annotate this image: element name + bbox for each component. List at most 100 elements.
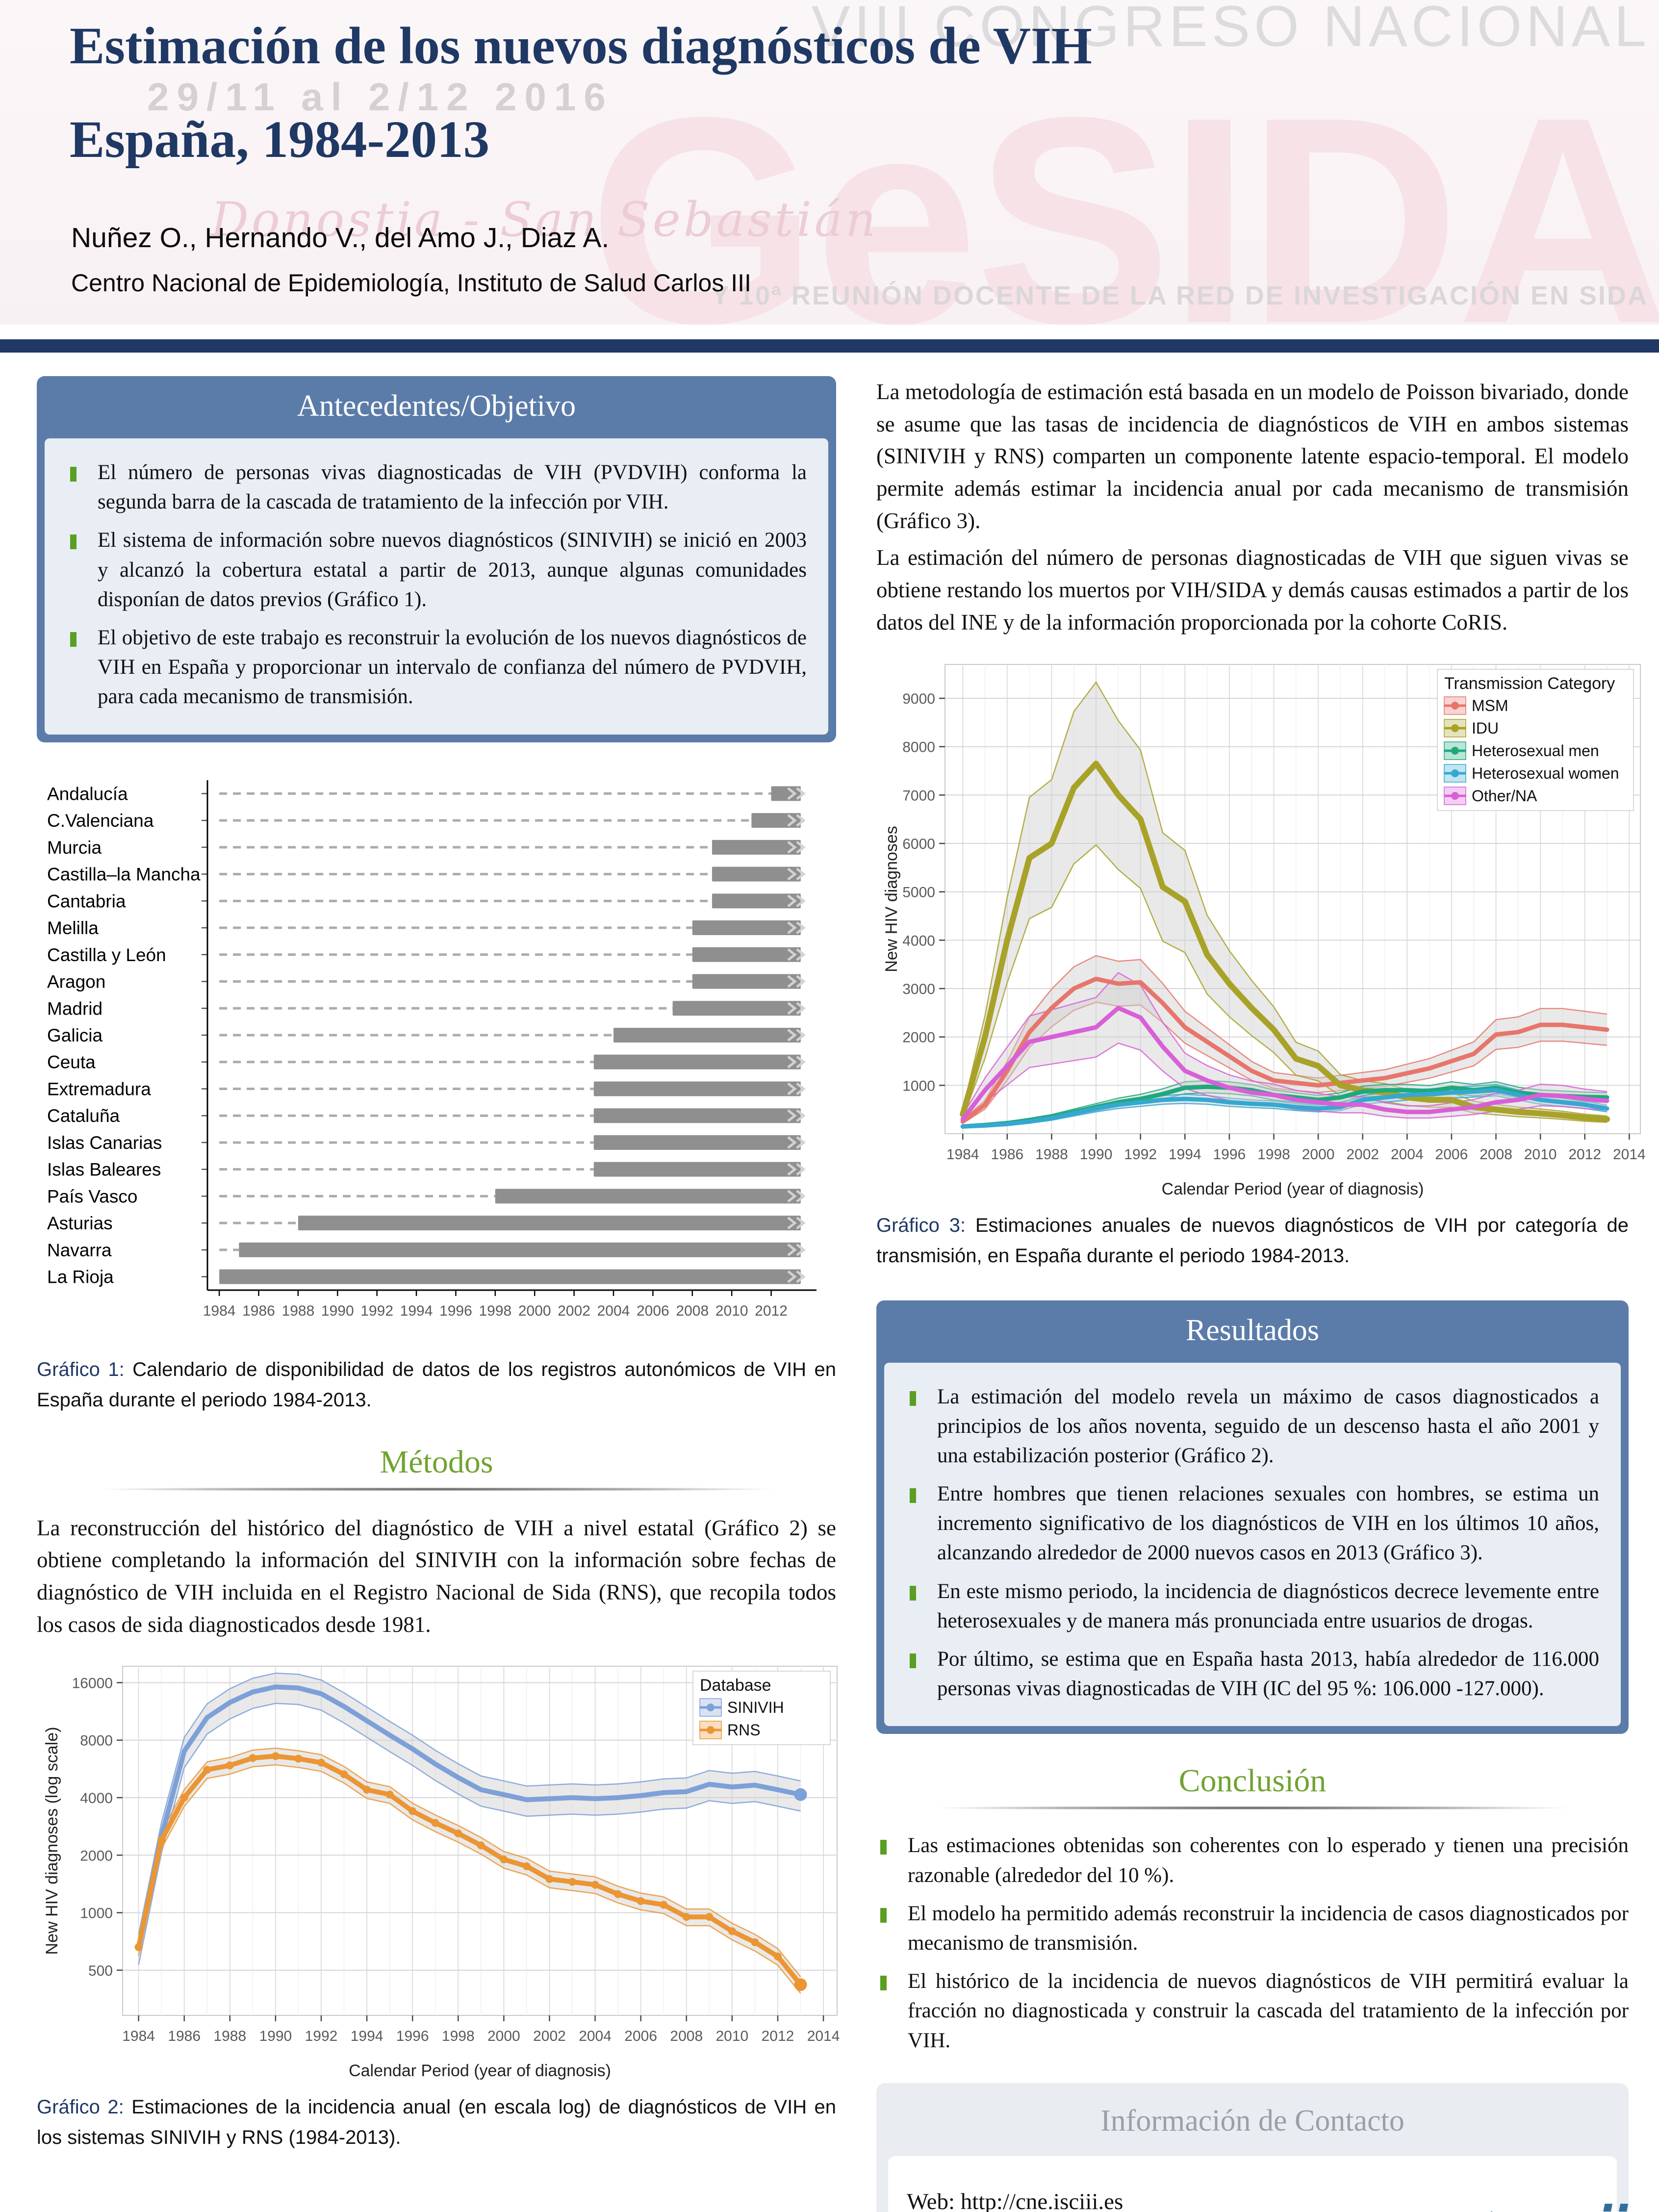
svg-text:1988: 1988	[1035, 1146, 1068, 1163]
grafico2-caption-label: Gráfico 2:	[37, 2096, 124, 2118]
svg-text:2008: 2008	[670, 2028, 703, 2044]
grafico3-line-chart: 1984 1986 1988 1990 1992 1994 1996 1998 2000 2002…	[882, 663, 1646, 1198]
svg-text:Database: Database	[700, 1676, 771, 1695]
grafico2-line-chart: 1984 1986 1988 1990 1992 1994 1996 1998 2000 2002…	[43, 1666, 840, 2080]
svg-text:1992: 1992	[360, 1303, 393, 1319]
affiliation: Centro Nacional de Epidemiología, Instit…	[71, 269, 751, 297]
svg-text:Islas Canarias: Islas Canarias	[47, 1132, 162, 1152]
poster-body: Antecedentes/Objetivo El número de perso…	[0, 353, 1659, 2212]
svg-text:1990: 1990	[321, 1303, 354, 1319]
contact-web: Web: http://cne.isciii.es	[907, 2188, 1123, 2212]
svg-text:Transmission Category: Transmission Category	[1444, 674, 1615, 693]
svg-text:2006: 2006	[637, 1303, 669, 1319]
svg-text:Melilla: Melilla	[47, 918, 99, 938]
svg-text:7000: 7000	[902, 788, 935, 804]
metodologia-paragraph-1: La metodología de estimación está basada…	[876, 380, 1629, 533]
svg-text:4000: 4000	[80, 1790, 113, 1806]
isciii-logo: isc Instituto de Salud Carlos III	[1514, 2192, 1631, 2212]
svg-text:Asturias: Asturias	[47, 1213, 113, 1233]
contact-box: Información de Contacto Web: http://cne.…	[876, 2083, 1629, 2212]
resultados-bullets: La estimación del modelo revela un máxim…	[906, 1382, 1599, 1704]
svg-text:New HIV diagnoses: New HIV diagnoses	[882, 826, 901, 972]
title-line-2: España, 1984-2013	[70, 111, 490, 169]
authors: Nuñez O., Hernando V., del Amo J., Diaz …	[71, 222, 610, 254]
grafico3-caption-text: Estimaciones anuales de nuevos diagnósti…	[876, 1214, 1629, 1267]
svg-text:Madrid: Madrid	[47, 998, 102, 1018]
svg-text:1992: 1992	[305, 2028, 338, 2044]
svg-text:New HIV diagnoses (log scale): New HIV diagnoses (log scale)	[43, 1727, 61, 1955]
svg-text:1992: 1992	[1124, 1146, 1157, 1163]
svg-text:2014: 2014	[1613, 1146, 1646, 1163]
grafico1-availability-chart: Andalucía C.Valenciana Murcia Castilla–la M…	[47, 780, 817, 1319]
svg-text:2008: 2008	[1480, 1146, 1512, 1163]
bullet-item: El objetivo de este trabajo es reconstru…	[66, 623, 807, 712]
svg-text:1986: 1986	[242, 1303, 275, 1319]
svg-text:Andalucía: Andalucía	[47, 784, 128, 804]
svg-text:2000: 2000	[80, 1848, 113, 1864]
svg-text:Galicia: Galicia	[47, 1025, 103, 1045]
svg-text:2012: 2012	[755, 1303, 788, 1319]
gesida-watermark-logo: GeSIDA	[588, 56, 1659, 325]
svg-text:5000: 5000	[902, 884, 935, 900]
svg-text:Other/NA: Other/NA	[1472, 787, 1537, 805]
grafico1-caption-label: Gráfico 1:	[37, 1358, 125, 1380]
svg-text:Calendar Period (year of diagn: Calendar Period (year of diagnosis)	[349, 2061, 611, 2080]
svg-text:Cataluña: Cataluña	[47, 1106, 120, 1126]
svg-text:Castilla–la Mancha: Castilla–la Mancha	[47, 864, 201, 884]
svg-text:Castilla y León: Castilla y León	[47, 944, 166, 965]
svg-text:2000: 2000	[902, 1029, 935, 1045]
resultados-title: Resultados	[1185, 1313, 1320, 1347]
title-line-1: Estimación de los nuevos diagnósticos de…	[70, 17, 1092, 75]
svg-text:8000: 8000	[80, 1733, 113, 1749]
svg-text:2008: 2008	[676, 1303, 709, 1319]
svg-text:Extremadura: Extremadura	[47, 1079, 151, 1099]
header-gap	[0, 325, 1659, 339]
svg-text:Heterosexual women: Heterosexual women	[1472, 764, 1619, 782]
svg-text:2006: 2006	[624, 2028, 657, 2044]
grafico1-caption-text: Calendario de disponibilidad de datos de…	[37, 1358, 836, 1411]
right-column: La metodología de estimación está basada…	[876, 376, 1646, 2212]
grafico2-caption-text: Estimaciones de la incidencia anual (en …	[37, 2096, 836, 2149]
svg-text:Navarra: Navarra	[47, 1240, 112, 1260]
svg-text:2010: 2010	[715, 1303, 748, 1319]
poster-title: Estimación de los nuevos diagnósticos de…	[70, 17, 1092, 169]
svg-text:Murcia: Murcia	[47, 837, 102, 857]
conclusion-title: Conclusión	[1178, 1763, 1327, 1799]
metodos-paragraph: La reconstrucción del histórico del diag…	[37, 1515, 836, 1637]
svg-text:2000: 2000	[1302, 1146, 1335, 1163]
svg-text:1984: 1984	[122, 2028, 155, 2044]
grafico3-caption-label: Gráfico 3:	[876, 1214, 966, 1236]
antecedentes-panel: El número de personas vivas diagnosticad…	[45, 438, 828, 735]
grafico1-caption: Gráfico 1: Calendario de disponibilidad …	[37, 1354, 836, 1415]
bullet-item: El sistema de información sobre nuevos d…	[66, 526, 807, 614]
bullet-item: En este mismo periodo, la incidencia de …	[906, 1577, 1599, 1636]
contact-title: Información de Contacto	[1100, 2104, 1404, 2137]
svg-text:1990: 1990	[1080, 1146, 1113, 1163]
metodologia-paragraph-2: La estimación del número de personas dia…	[876, 545, 1629, 635]
svg-text:1996: 1996	[439, 1303, 472, 1319]
svg-text:1988: 1988	[213, 2028, 246, 2044]
svg-text:Ceuta: Ceuta	[47, 1052, 96, 1072]
svg-text:2002: 2002	[533, 2028, 566, 2044]
svg-text:1994: 1994	[351, 2028, 383, 2044]
svg-text:1994: 1994	[1169, 1146, 1201, 1163]
svg-text:2004: 2004	[597, 1303, 630, 1319]
svg-text:2000: 2000	[518, 1303, 551, 1319]
bullet-item: El histórico de la incidencia de nuevos …	[876, 1967, 1629, 2056]
left-column: Antecedentes/Objetivo El número de perso…	[37, 376, 840, 2212]
bullet-item: Las estimaciones obtenidas son coherente…	[876, 1831, 1629, 1890]
contact-lines: Web: http://cne.isciii.es Email: adiaz@i…	[907, 2180, 1221, 2212]
antecedentes-bullets: El número de personas vivas diagnosticad…	[66, 458, 807, 712]
svg-text:16000: 16000	[72, 1676, 113, 1692]
svg-text:500: 500	[88, 1963, 113, 1979]
svg-text:Heterosexual men: Heterosexual men	[1472, 742, 1599, 760]
svg-text:1998: 1998	[1257, 1146, 1290, 1163]
svg-text:2004: 2004	[1391, 1146, 1424, 1163]
svg-text:2010: 2010	[1524, 1146, 1557, 1163]
svg-text:1990: 1990	[259, 2028, 292, 2044]
svg-text:1998: 1998	[479, 1303, 511, 1319]
svg-text:Islas Baleares: Islas Baleares	[47, 1159, 161, 1179]
resultados-panel: La estimación del modelo revela un máxim…	[884, 1362, 1621, 1727]
svg-text:1994: 1994	[400, 1303, 433, 1319]
